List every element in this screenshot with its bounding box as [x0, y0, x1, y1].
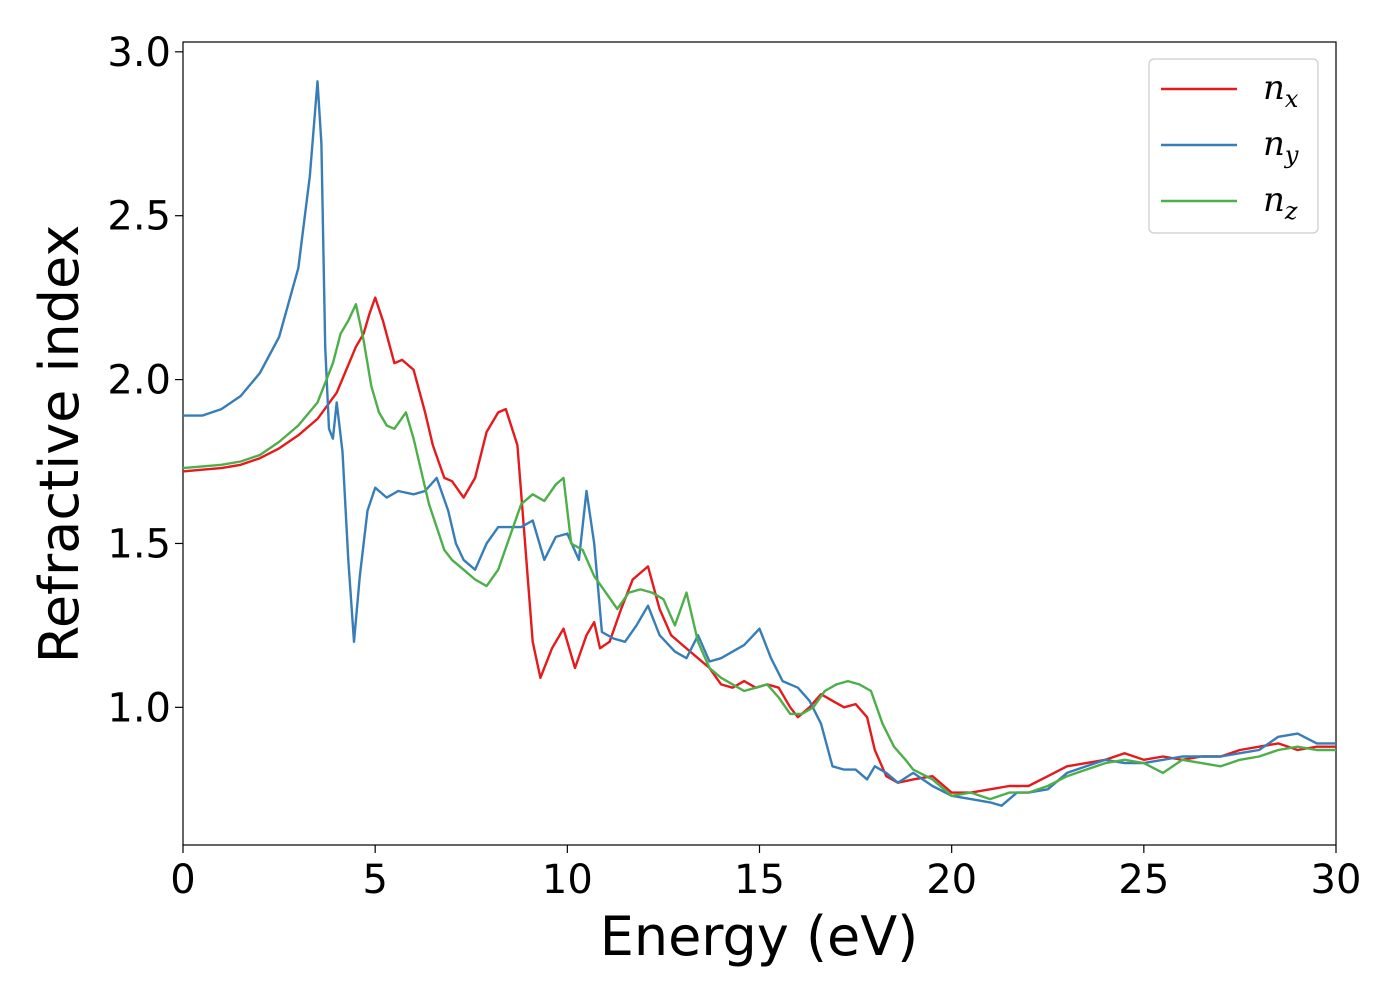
x-tick-label: 25: [1118, 857, 1169, 903]
x-tick-label: 20: [926, 857, 977, 903]
y-axis-label: Refractive index: [28, 225, 91, 664]
x-tick-label: 15: [734, 857, 785, 903]
y-tick-label: 1.5: [107, 521, 171, 567]
x-tick-label: 5: [362, 857, 387, 903]
plot-area: 0 5 10 15 20 25 30 1.0 1.5 2.0 2.5 3.0: [107, 30, 1361, 903]
series-line-z: [182, 303, 1336, 801]
legend: nx ny nz: [1148, 58, 1319, 234]
series-line-x: [182, 296, 1336, 794]
legend-label-x: nx: [1263, 68, 1299, 113]
x-tick-label: 10: [542, 857, 593, 903]
y-tick-label: 1.0: [107, 685, 171, 731]
x-tick-label: 0: [170, 857, 195, 903]
legend-label-y: ny: [1263, 124, 1299, 169]
series-layer: [182, 80, 1336, 807]
y-tick-label: 2.5: [107, 194, 171, 240]
x-tick-label: 30: [1311, 857, 1362, 903]
x-axis-label: Energy (eV): [600, 905, 919, 968]
series-line-y: [183, 80, 1336, 807]
x-axis: 0 5 10 15 20 25 30: [170, 845, 1361, 903]
y-axis: 1.0 1.5 2.0 2.5 3.0: [107, 30, 183, 731]
y-tick-label: 2.0: [107, 358, 171, 404]
legend-label-z: nz: [1263, 180, 1298, 225]
y-tick-label: 3.0: [107, 30, 171, 76]
